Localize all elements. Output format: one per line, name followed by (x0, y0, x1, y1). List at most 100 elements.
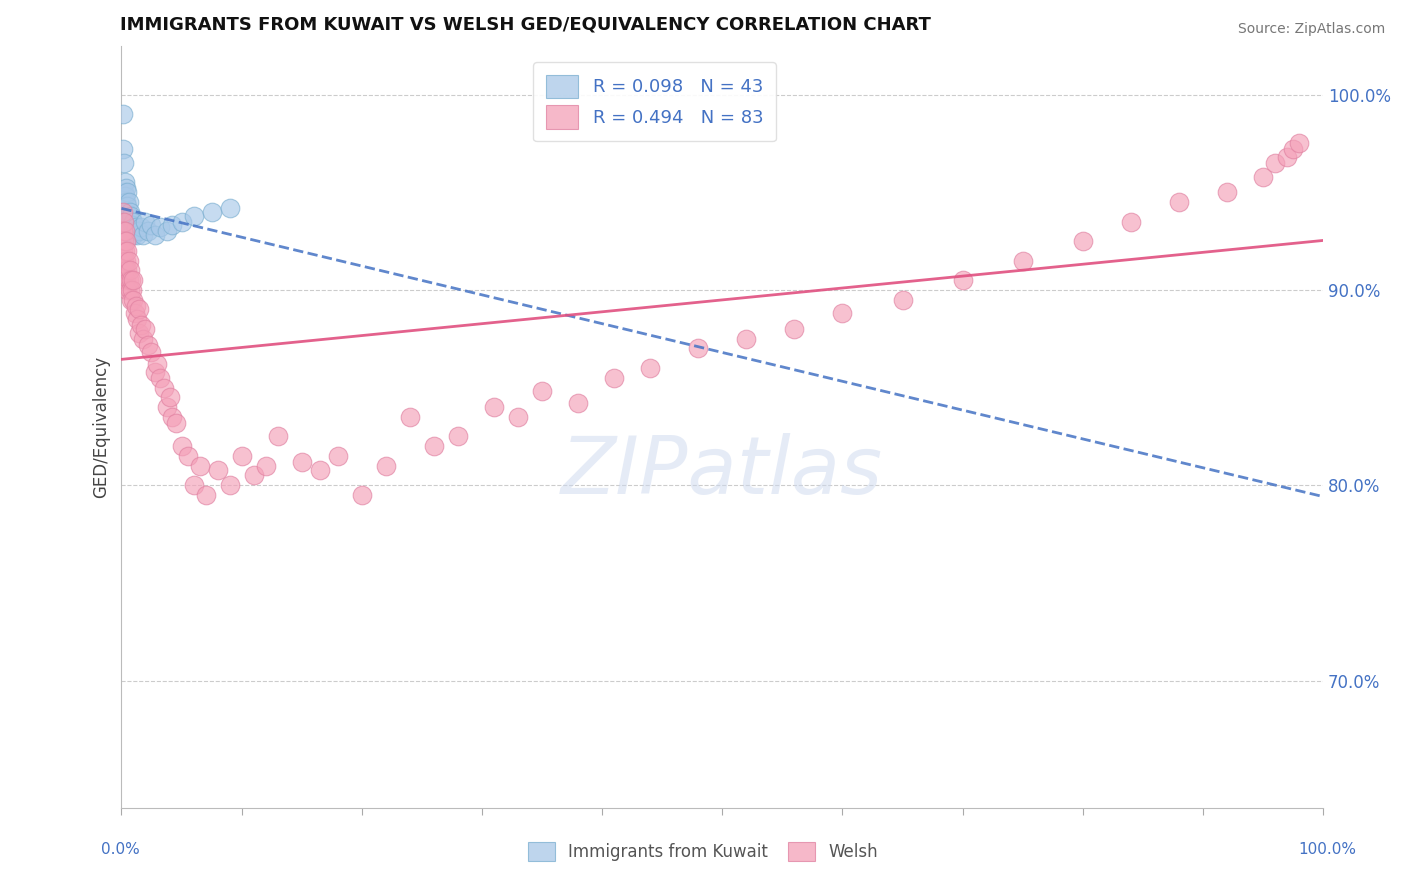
Point (112, 214, 135, 228)
Point (124, 224, 146, 238)
Point (176, 449, 198, 463)
Point (118, 220, 141, 235)
Point (111, 204, 134, 219)
Point (112, 253, 135, 268)
Point (115, 204, 138, 219)
Point (149, 371, 172, 385)
Point (121, 219, 143, 233)
Point (603, 371, 626, 385)
Point (531, 384, 554, 399)
Point (188, 458, 211, 473)
Point (115, 253, 138, 268)
Point (783, 322, 806, 336)
Point (114, 214, 136, 228)
Point (200, 204, 222, 219)
Point (136, 224, 159, 238)
Point (122, 228, 145, 243)
Text: 0.0%: 0.0% (101, 842, 141, 856)
Point (129, 220, 152, 235)
Point (170, 214, 193, 228)
Point (114, 189, 136, 203)
Point (183, 209, 205, 223)
Point (118, 253, 141, 268)
Point (118, 273, 141, 287)
Point (117, 185, 139, 199)
Point (1119, 214, 1142, 228)
Point (114, 176, 136, 190)
Point (114, 204, 136, 219)
Point (128, 224, 150, 238)
Point (482, 400, 505, 414)
Point (117, 199, 139, 213)
Point (124, 306, 146, 320)
Point (111, 244, 134, 258)
Point (120, 273, 142, 287)
Legend: R = 0.098   N = 43, R = 0.494   N = 83: R = 0.098 N = 43, R = 0.494 N = 83 (533, 62, 776, 141)
Point (1168, 194, 1191, 209)
Point (125, 299, 148, 313)
Point (112, 156, 135, 170)
Point (156, 400, 179, 414)
Point (122, 293, 145, 307)
Point (1011, 253, 1033, 268)
Point (1282, 142, 1305, 156)
Point (254, 458, 277, 473)
Point (398, 409, 420, 424)
Point (129, 318, 152, 332)
Point (111, 107, 134, 121)
Text: IMMIGRANTS FROM KUWAIT VS WELSH GED/EQUIVALENCY CORRELATION CHART: IMMIGRANTS FROM KUWAIT VS WELSH GED/EQUI… (121, 15, 931, 33)
Point (170, 439, 193, 453)
Point (146, 357, 169, 371)
Point (120, 293, 142, 307)
Point (118, 263, 141, 277)
Point (118, 224, 141, 238)
Y-axis label: GED/Equivalency: GED/Equivalency (93, 356, 110, 498)
Point (118, 209, 141, 223)
Point (125, 228, 148, 243)
Point (207, 462, 229, 476)
Point (308, 462, 330, 476)
Point (831, 306, 853, 320)
Point (1264, 156, 1286, 170)
Point (218, 201, 240, 215)
Point (1071, 234, 1094, 248)
Point (111, 224, 134, 238)
Point (125, 220, 148, 235)
Point (1288, 136, 1310, 151)
Point (120, 228, 142, 243)
Point (159, 390, 181, 404)
Point (117, 263, 139, 277)
Point (121, 283, 143, 297)
Point (115, 181, 138, 195)
Point (1251, 169, 1274, 184)
Point (143, 365, 166, 379)
Point (423, 439, 446, 453)
Point (1275, 150, 1298, 164)
Point (952, 273, 974, 287)
Point (183, 478, 205, 492)
Point (115, 273, 138, 287)
Point (152, 380, 174, 394)
Point (117, 244, 139, 258)
Point (115, 234, 138, 248)
Text: 100.0%: 100.0% (1299, 842, 1357, 856)
Point (134, 214, 156, 228)
Point (242, 468, 264, 483)
Point (128, 326, 150, 340)
Point (117, 283, 139, 297)
Point (149, 220, 172, 235)
Point (120, 209, 142, 223)
Legend: Immigrants from Kuwait, Welsh: Immigrants from Kuwait, Welsh (522, 835, 884, 868)
Point (447, 429, 470, 443)
Point (506, 409, 529, 424)
Point (114, 224, 136, 238)
Point (291, 455, 314, 469)
Point (118, 194, 141, 209)
Point (374, 458, 396, 473)
Point (128, 302, 150, 317)
Point (111, 142, 134, 156)
Point (132, 332, 155, 346)
Point (118, 283, 141, 297)
Point (112, 234, 135, 248)
Point (143, 228, 166, 243)
